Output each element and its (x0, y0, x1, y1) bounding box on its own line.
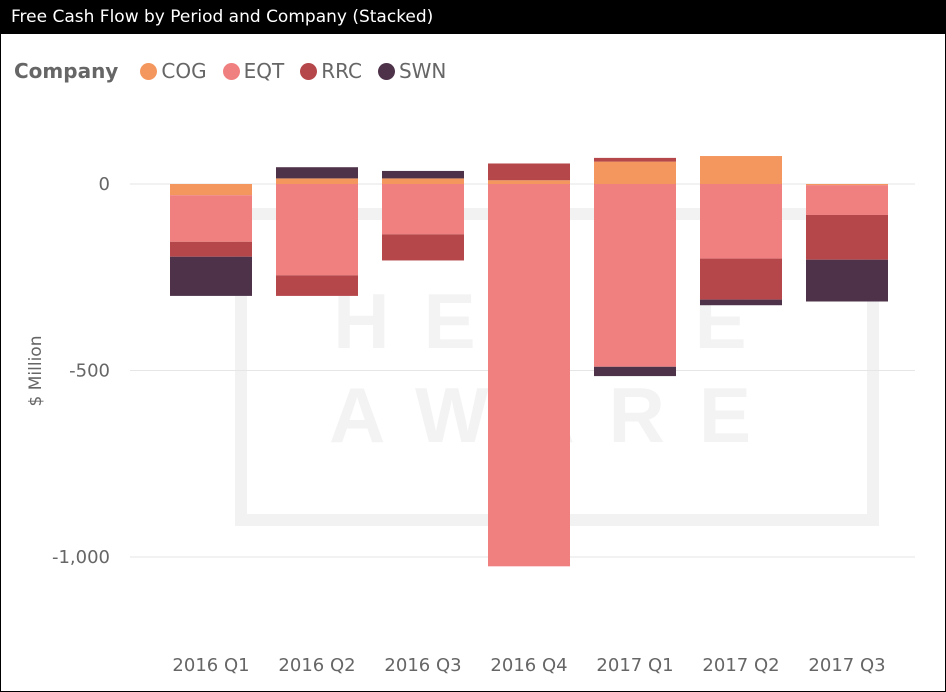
y-tick-label: 0 (99, 174, 110, 195)
bar-segment-rrc[interactable] (806, 214, 888, 260)
bar-segment-swn[interactable] (700, 299, 782, 306)
x-tick-label: 2016 Q1 (172, 655, 249, 676)
bar-segment-swn[interactable] (382, 170, 464, 179)
bar-segment-cog[interactable] (700, 156, 782, 184)
legend-label-swn: SWN (398, 59, 447, 83)
legend-item-eqt[interactable]: EQT (222, 59, 285, 83)
legend-item-rrc[interactable]: RRC (300, 59, 362, 83)
x-tick-label: 2016 Q2 (278, 655, 355, 676)
y-axis-label: $ Million (26, 336, 46, 407)
bar-segment-cog[interactable] (594, 161, 676, 184)
bar-segment-swn[interactable] (806, 259, 888, 302)
bar-segment-eqt[interactable] (276, 184, 358, 276)
bar-segment-rrc[interactable] (594, 157, 676, 162)
y-tick-label: -1,000 (52, 547, 110, 568)
legend-label-rrc: RRC (321, 59, 362, 83)
legend-swatch-eqt (222, 62, 240, 80)
y-tick-label: -500 (69, 361, 110, 382)
x-tick-label: 2017 Q2 (702, 655, 779, 676)
legend-title: Company (14, 59, 119, 83)
bar-segment-swn[interactable] (276, 167, 358, 179)
x-tick-label: 2017 Q1 (596, 655, 673, 676)
bars (170, 156, 888, 567)
legend-swatch-rrc (300, 62, 318, 80)
chart-title: Free Cash Flow by Period and Company (St… (11, 7, 434, 27)
bar-segment-rrc[interactable] (382, 234, 464, 261)
bar-segment-eqt[interactable] (806, 185, 888, 215)
bar-segment-rrc[interactable] (488, 163, 570, 181)
bar-segment-cog[interactable] (170, 184, 252, 196)
bar-segment-cog[interactable] (806, 184, 888, 186)
legend-label-eqt: EQT (243, 59, 285, 83)
bar-segment-eqt[interactable] (170, 195, 252, 242)
bar-segment-eqt[interactable] (594, 184, 676, 367)
x-tick-label: 2017 Q3 (808, 655, 885, 676)
bar-segment-rrc[interactable] (276, 275, 358, 296)
bar-segment-cog[interactable] (276, 178, 358, 184)
legend-label-cog: COG (161, 59, 207, 83)
title-bar: Free Cash Flow by Period and Company (St… (1, 1, 945, 34)
legend-item-swn[interactable]: SWN (377, 59, 447, 83)
bar-segment-eqt[interactable] (382, 184, 464, 235)
bar-segment-swn[interactable] (170, 256, 252, 296)
legend-item-cog[interactable]: COG (140, 59, 207, 83)
bar-segment-cog[interactable] (382, 178, 464, 184)
bar-segment-eqt[interactable] (700, 184, 782, 259)
bar-segment-rrc[interactable] (170, 241, 252, 257)
x-axis-ticks: 2016 Q1 2016 Q2 2016 Q3 2016 Q4 2017 Q1 2017 … (172, 655, 885, 676)
bar-segment-swn[interactable] (594, 366, 676, 377)
x-tick-label: 2016 Q3 (384, 655, 461, 676)
legend-swatch-cog (140, 62, 158, 80)
bar-segment-eqt[interactable] (488, 184, 570, 567)
legend: Company COG EQT RRC SWN (14, 58, 462, 84)
y-axis-ticks: 0 -500 -1,000 (52, 174, 110, 568)
bar-segment-rrc[interactable] (700, 258, 782, 300)
x-tick-label: 2016 Q4 (490, 655, 567, 676)
legend-swatch-swn (377, 62, 395, 80)
bar-segment-cog[interactable] (488, 180, 570, 184)
